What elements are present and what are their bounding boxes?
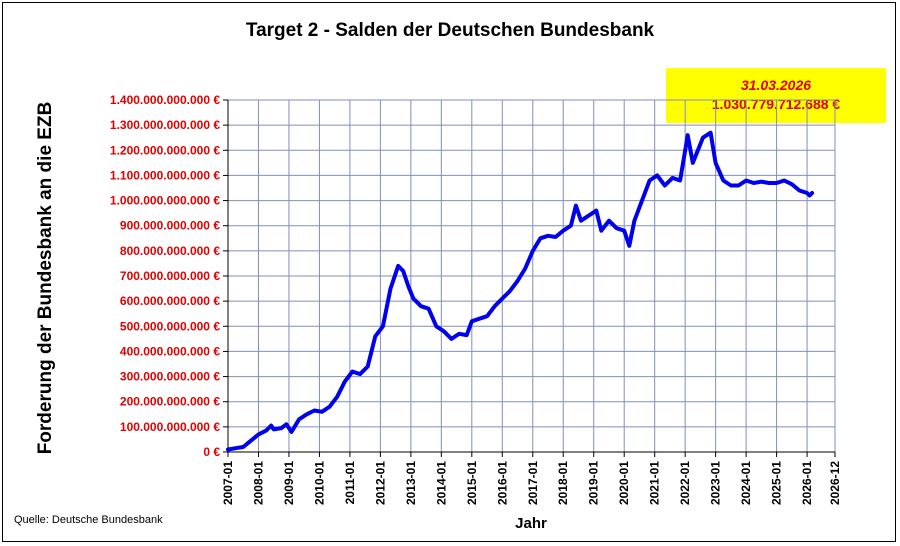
annotation-date: 31.03.2026: [740, 77, 812, 93]
x-tick-label: 2017-01: [526, 461, 540, 505]
y-tick-label: 1.100.000.000.000 €: [110, 168, 220, 182]
x-tick-label: 2011-01: [343, 461, 357, 505]
y-tick-label: 100.000.000.000 €: [120, 420, 220, 434]
x-axis-label: Jahr: [515, 515, 547, 532]
y-tick-label: 500.000.000.000 €: [120, 319, 220, 333]
y-tick-label: 800.000.000.000 €: [120, 244, 220, 258]
series-line: [226, 130, 815, 452]
x-tick-label: 2013-01: [404, 461, 418, 505]
x-tick-label: 2007-01: [221, 461, 235, 505]
y-tick-label: 700.000.000.000 €: [120, 269, 220, 283]
x-tick-label: 2020-01: [617, 461, 631, 505]
x-tick-label: 2026-12: [828, 461, 842, 505]
y-tick-label: 1.400.000.000.000 €: [110, 93, 220, 107]
y-tick-label: 1.300.000.000.000 €: [110, 118, 220, 132]
y-tick-label: 600.000.000.000 €: [120, 294, 220, 308]
x-tick-label: 2012-01: [373, 461, 387, 505]
x-tick-label: 2022-01: [678, 461, 692, 505]
x-tick-label: 2014-01: [434, 461, 448, 505]
y-tick-label: 1.000.000.000.000 €: [110, 194, 220, 208]
x-tick-label: 2009-01: [282, 461, 296, 505]
x-tick-label: 2019-01: [587, 461, 601, 505]
y-tick-label: 400.000.000.000 €: [120, 344, 220, 358]
chart-title: Target 2 - Salden der Deutschen Bundesba…: [245, 20, 655, 41]
x-tick-label: 2024-01: [739, 461, 753, 505]
y-tick-label: 300.000.000.000 €: [120, 370, 220, 384]
x-tick-label: 2023-01: [709, 461, 723, 505]
annotation-box: 31.03.2026 1.030.779.712.688 €: [666, 68, 886, 123]
source-note: Quelle: Deutsche Bundesbank: [14, 514, 163, 526]
x-tick-label: 2018-01: [556, 461, 570, 505]
x-tick-label: 2010-01: [312, 461, 326, 505]
y-tick-label: 0 €: [203, 445, 220, 459]
x-tick-label: 2021-01: [648, 461, 662, 505]
y-tick-label: 200.000.000.000 €: [120, 395, 220, 409]
x-tick-label: 2015-01: [465, 461, 479, 505]
x-tick-label: 2026-01: [800, 461, 814, 505]
x-tick-label: 2025-01: [770, 461, 784, 505]
x-tick-label: 2008-01: [251, 461, 265, 505]
x-tick-label: 2016-01: [495, 461, 509, 505]
y-tick-label: 1.200.000.000.000 €: [110, 143, 220, 157]
y-tick-label: 900.000.000.000 €: [120, 219, 220, 233]
